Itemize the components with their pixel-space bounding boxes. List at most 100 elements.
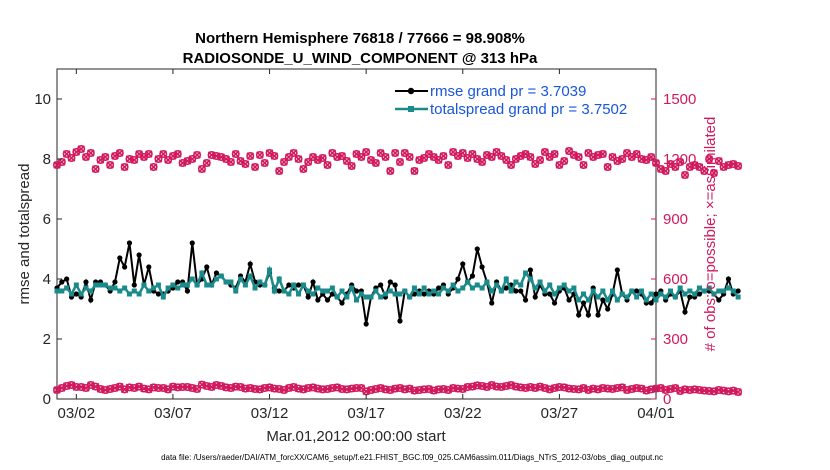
x-tick-label: 03/02 [58,405,96,422]
obs-possible-cross [174,150,182,158]
rmse-point [392,282,398,288]
spread-point [373,288,379,294]
spread-point [325,288,331,294]
obs-possible-cross [405,153,414,161]
obs-assimilated-circle [492,382,501,391]
obs-possible-point [395,158,404,167]
obs-possible-cross [526,153,535,161]
obs-possible-point [260,159,269,168]
rmse-point [315,297,321,303]
legend-spread-marker [408,106,414,112]
spread-point [581,291,587,297]
obs-possible-cross [198,165,206,173]
rmse-point [286,282,292,288]
obs-possible-point [101,153,110,162]
spread-point [329,285,335,291]
spread-point [508,288,514,294]
spread-point [204,282,210,288]
spread-point [532,285,538,291]
spread-point [242,282,248,288]
spread-point [411,285,417,291]
footnote: data file: /Users/raeder/DAI/ATM_forcXX/… [161,453,663,462]
y-tick-label: 0 [43,391,51,408]
obs-possible-point [391,149,400,158]
obs-assimilated-circle [338,384,347,393]
rmse-point [653,291,659,297]
obs-possible-point [502,156,511,165]
spread-point [213,276,219,282]
spread-point [112,285,118,291]
legend: rmse grand pr = 3.7039 totalspread grand… [395,83,627,118]
spread-point [692,291,698,297]
spread-point [672,294,678,300]
spread-point [735,294,741,300]
y-tick-label: 8 [43,151,51,168]
spread-point [368,294,374,300]
obs-possible-point [695,163,704,172]
obs-possible-point [106,161,115,170]
obs-possible-cross [661,167,670,175]
spread-point [696,285,702,291]
obs-possible-point [603,163,612,172]
obs-possible-point [734,162,743,171]
obs-possible-cross [444,161,453,169]
obs-possible-point [526,153,535,162]
spread-point [523,270,529,276]
obs-possible-point [328,149,337,158]
rmse-point [551,300,558,306]
obs-possible-cross [536,156,544,164]
obs-possible-cross [202,159,211,167]
obs-possible-point [62,150,71,159]
spread-point [223,279,229,285]
rmse-point [112,279,118,285]
spread-point [552,291,558,297]
spread-point [126,291,132,297]
obs-possible-cross [603,163,612,171]
rmse-point [363,321,369,327]
spread-point [141,282,147,288]
obs-possible-cross [362,148,370,156]
spread-point [252,285,258,291]
spread-point [489,288,495,294]
obs-possible-point [632,150,641,159]
spread-point [228,279,234,285]
obs-series-group [52,145,743,396]
obs-possible-point [246,152,255,161]
obs-possible-cross [715,157,723,165]
spread-point [151,285,157,291]
spread-point [537,279,543,285]
obs-possible-point [67,154,76,163]
spread-point [189,276,195,282]
spread-point [634,294,640,300]
spread-point [706,285,712,291]
obs-possible-point [618,155,627,164]
obs-possible-point [226,158,235,167]
obs-possible-cross [710,169,718,177]
spread-point [402,288,408,294]
obs-possible-point [77,145,86,154]
obs-possible-cross [159,150,168,158]
rmse-point [397,318,403,324]
spread-point [155,282,161,288]
obs-assimilated-circle [463,382,472,391]
spread-point [460,285,466,291]
obs-possible-cross [618,155,626,163]
spread-point [262,282,268,288]
y-tick-label: 6 [43,211,51,228]
spread-point [305,288,311,294]
y-axis-left: 0 2 4 6 8 10 [34,91,62,408]
obs-possible-cross [323,161,332,169]
spread-point [73,282,79,288]
obs-possible-point [487,153,496,162]
obs-possible-cross [294,155,303,163]
spread-point [595,294,601,300]
rmse-point [310,279,316,285]
rmse-point [682,309,688,315]
obs-possible-point [386,167,395,176]
spread-point [78,291,84,297]
y-right-tick-label: 600 [663,271,688,288]
obs-assimilated-circle [705,386,714,395]
spread-point [233,288,239,294]
spread-point [354,297,359,303]
obs-possible-point [173,150,182,159]
